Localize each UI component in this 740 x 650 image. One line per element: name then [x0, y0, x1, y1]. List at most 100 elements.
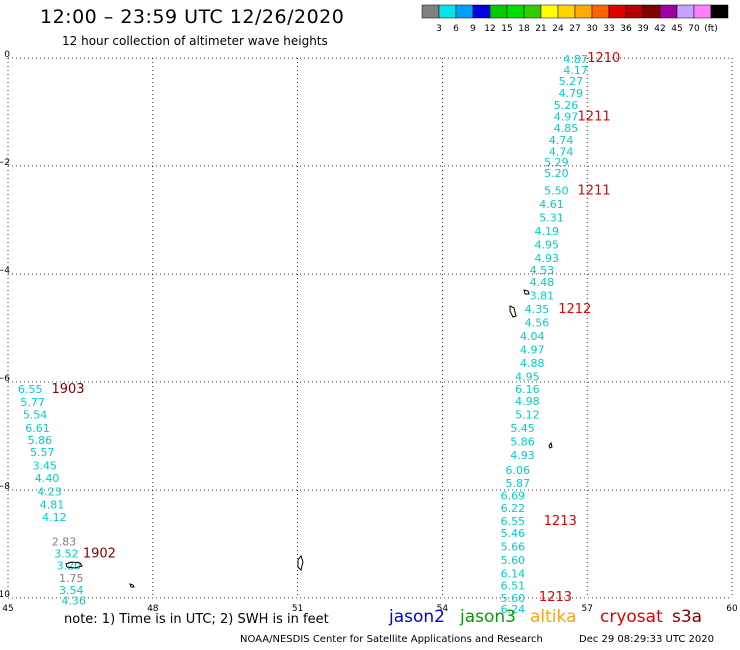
colorbar-label: 9	[470, 24, 476, 34]
data-point-label: 6.61	[25, 422, 49, 435]
island-outline	[297, 554, 304, 571]
data-point-label: 5.57	[30, 446, 55, 459]
colorbar-swatch	[506, 4, 525, 19]
colorbar-swatch	[676, 4, 695, 19]
footer-timestamp: Dec 29 08:29:33 UTC 2020	[579, 634, 714, 645]
data-point-label: 3.45	[32, 460, 57, 473]
data-point-label: 4.12	[42, 511, 66, 524]
colorbar-label: 24	[552, 24, 564, 34]
data-point-label: 4.81	[40, 499, 65, 512]
colorbar-swatch	[472, 4, 491, 19]
data-point-label: 4.93	[510, 449, 535, 462]
island-outline	[65, 561, 83, 569]
data-point-label: 4.87	[563, 53, 588, 66]
island-outline	[523, 289, 530, 295]
page-subtitle: 12 hour collection of altimeter wave hei…	[62, 34, 328, 48]
colorbar-label: 3	[436, 24, 442, 34]
data-point-label: 5.77	[20, 396, 45, 409]
data-point-label: 2.83	[52, 535, 77, 548]
colorbar-label: 15	[501, 24, 512, 34]
data-point-label: 5.60	[501, 592, 525, 605]
data-point-label: 4.61	[539, 198, 564, 211]
legend-jason3: jason3	[460, 607, 516, 627]
colorbar-swatch	[455, 4, 474, 19]
data-point-label: 1.75	[59, 572, 84, 585]
data-point-label: 4.98	[515, 395, 540, 408]
data-point-label: 4.36	[61, 595, 86, 608]
data-point-label: 4.74	[549, 134, 574, 147]
y-tick-label: −8	[0, 482, 10, 492]
data-point-label: 6.14	[501, 568, 525, 581]
pass-time-label: 1212	[558, 302, 591, 317]
data-point-label: 5.54	[23, 408, 48, 421]
data-point-label: 6.22	[501, 502, 525, 515]
colorbar-swatch	[591, 4, 610, 19]
pass-time-label: 1903	[51, 382, 84, 397]
data-point-label: 5.86	[28, 434, 53, 447]
footer-credit: NOAA/NESDIS Center for Satellite Applica…	[240, 634, 543, 645]
colorbar-swatch	[540, 4, 559, 19]
data-point-label: 5.31	[539, 211, 564, 224]
page-title: 12:00 – 23:59 UTC 12/26/2020	[40, 6, 345, 28]
y-tick-label: −4	[0, 266, 10, 276]
data-point-label: 4.79	[559, 87, 584, 100]
pass-time-label: 1902	[83, 547, 116, 562]
data-point-label: 4.97	[520, 344, 545, 357]
data-point-label: 6.69	[501, 489, 525, 502]
data-point-label: 6.51	[501, 580, 525, 593]
data-point-label: 3.81	[530, 290, 555, 303]
colorbar-swatch	[523, 4, 542, 19]
data-point-label: 4.40	[35, 472, 60, 485]
legend-cryosat: cryosat	[600, 607, 663, 627]
island-outline	[548, 441, 553, 449]
pass-time-label: 1213	[544, 514, 577, 529]
colorbar-swatch	[489, 4, 508, 19]
data-point-label: 4.48	[530, 276, 555, 289]
legend-jason2: jason2	[389, 607, 445, 627]
data-point-label: 5.60	[501, 554, 525, 567]
island-outline	[129, 583, 135, 588]
data-point-label: 4.53	[530, 264, 555, 277]
x-tick-label: 51	[292, 604, 303, 614]
pass-time-label: 1211	[578, 109, 611, 124]
colorbar-swatch	[710, 4, 729, 19]
colorbar-swatch	[693, 4, 712, 19]
data-point-label: 3.20	[57, 560, 82, 573]
colorbar-label: 36	[620, 24, 632, 34]
colorbar-swatch	[608, 4, 627, 19]
pass-time-label: 1213	[539, 590, 572, 605]
x-tick-label: 54	[437, 604, 449, 614]
data-point-label: 4.93	[534, 252, 559, 265]
colorbar-swatch	[642, 4, 661, 19]
x-tick-label: 48	[147, 604, 159, 614]
colorbar-label: 42	[654, 24, 665, 34]
data-point-label: 5.87	[505, 477, 530, 490]
data-point-label: 6.16	[515, 383, 540, 396]
data-point-label: 6.55	[501, 515, 525, 528]
data-point-label: 5.20	[544, 167, 569, 180]
colorbar-label: 6	[453, 24, 459, 34]
x-tick-label: 60	[726, 604, 738, 614]
colorbar-swatch	[421, 4, 440, 19]
data-point-label: 4.56	[525, 317, 550, 330]
colorbar-label: 21	[535, 24, 546, 34]
data-point-label: 4.95	[534, 238, 559, 251]
data-point-label: 4.95	[515, 371, 540, 384]
data-point-label: 4.23	[37, 486, 62, 499]
data-point-label: 4.04	[520, 330, 545, 343]
data-point-label: 5.66	[501, 541, 525, 554]
x-tick-label: 57	[581, 604, 592, 614]
data-point-label: 5.27	[559, 75, 584, 88]
x-tick-label: 45	[2, 604, 13, 614]
pass-time-label: 1211	[578, 183, 611, 198]
data-point-label: 5.50	[544, 184, 569, 197]
data-point-label: 6.06	[505, 464, 530, 477]
data-point-label: 4.35	[525, 303, 550, 316]
y-tick-label: −6	[0, 374, 10, 384]
footer-note: note: 1) Time is in UTC; 2) SWH is in fe…	[64, 612, 329, 627]
colorbar-label: 18	[518, 24, 530, 34]
colorbar-label: 27	[569, 24, 580, 34]
colorbar-swatch	[659, 4, 678, 19]
data-point-label: 4.74	[549, 145, 574, 158]
